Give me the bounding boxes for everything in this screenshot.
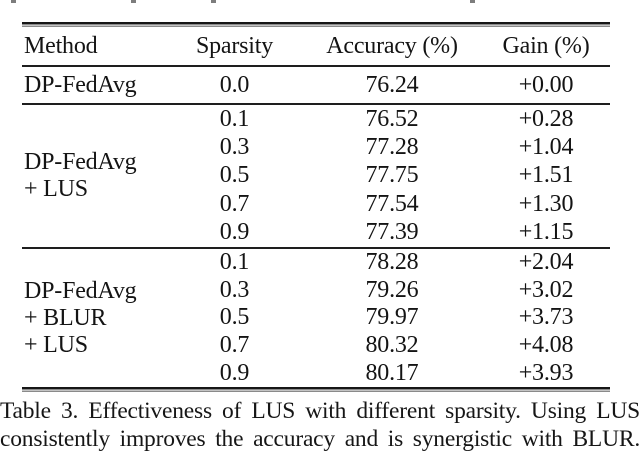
sparsity-value: 0.7 <box>219 190 250 217</box>
table-section-lus: DP-FedAvg + LUS 0.1 76.52 +0.28 0.3 77.2… <box>22 105 610 247</box>
accuracy-value: 76.24 <box>365 71 419 98</box>
scan-artifact <box>211 0 216 3</box>
scan-artifact <box>131 0 136 3</box>
scan-artifact <box>11 0 16 3</box>
method-label-line: + LUS <box>24 175 88 202</box>
table-top-rule <box>22 22 610 27</box>
table-header-row: Method Sparsity Accuracy (%) Gain (%) <box>22 27 610 65</box>
accuracy-value: 77.54 <box>365 190 419 217</box>
scan-artifact <box>470 0 475 3</box>
gain-value: +1.15 <box>518 219 574 246</box>
method-label-line: DP-FedAvg <box>24 71 137 98</box>
table-rule <box>22 103 610 105</box>
sparsity-value: 0.0 <box>219 71 250 98</box>
method-label-line: + BLUR <box>24 304 107 331</box>
accuracy-value: 77.39 <box>365 219 419 246</box>
gain-value: +1.04 <box>518 134 574 161</box>
sparsity-value: 0.3 <box>219 134 250 161</box>
table-section-blur-lus: DP-FedAvg + BLUR + LUS 0.1 78.28 +2.04 0… <box>22 249 610 387</box>
method-label-line: + LUS <box>24 331 88 358</box>
header-cell-gain: Gain (%) <box>502 32 590 59</box>
caption-line-2: consistently improves the accuracy and i… <box>0 426 640 452</box>
gain-value: +0.28 <box>518 105 574 132</box>
results-table: Method Sparsity Accuracy (%) Gain (%) DP… <box>22 22 610 392</box>
sparsity-value: 0.1 <box>219 105 250 132</box>
header-cell-sparsity: Sparsity <box>195 32 274 59</box>
header-cell-method: Method <box>24 32 98 59</box>
sparsity-value: 0.1 <box>219 249 250 276</box>
gain-value: +3.02 <box>518 276 574 303</box>
sparsity-value: 0.9 <box>219 219 250 246</box>
accuracy-value: 79.26 <box>365 276 419 303</box>
gain-value: +3.93 <box>518 359 574 386</box>
method-label: DP-FedAvg <box>22 67 177 103</box>
sparsity-value: 0.7 <box>219 332 250 359</box>
header-cell-accuracy: Accuracy (%) <box>326 32 458 59</box>
method-label-line: DP-FedAvg <box>24 277 137 304</box>
sparsity-value: 0.3 <box>219 276 250 303</box>
accuracy-value: 80.32 <box>365 332 419 359</box>
gain-value: +1.30 <box>518 190 574 217</box>
method-label: DP-FedAvg + LUS <box>22 105 177 247</box>
gain-value: +4.08 <box>518 332 574 359</box>
accuracy-value: 76.52 <box>365 105 419 132</box>
caption-line-1: Table 3. Effectiveness of LUS with diffe… <box>0 398 640 424</box>
sparsity-value: 0.9 <box>219 359 250 386</box>
sparsity-value: 0.5 <box>219 304 250 331</box>
method-label-line: DP-FedAvg <box>24 148 137 175</box>
table-bottom-rule <box>22 387 610 392</box>
gain-value: +0.00 <box>518 71 574 98</box>
table-rule <box>22 65 610 67</box>
gain-value: +2.04 <box>518 249 574 276</box>
accuracy-value: 80.17 <box>365 359 419 386</box>
gain-value: +1.51 <box>518 162 574 189</box>
accuracy-value: 77.75 <box>365 162 419 189</box>
accuracy-value: 77.28 <box>365 134 419 161</box>
gain-value: +3.73 <box>518 304 574 331</box>
table-rule <box>22 247 610 249</box>
table-section-baseline: DP-FedAvg 0.0 76.24 +0.00 <box>22 67 610 103</box>
method-label: DP-FedAvg + BLUR + LUS <box>22 249 177 387</box>
sparsity-value: 0.5 <box>219 162 250 189</box>
accuracy-value: 79.97 <box>365 304 419 331</box>
accuracy-value: 78.28 <box>365 249 419 276</box>
table-caption: Table 3. Effectiveness of LUS with diffe… <box>0 397 640 453</box>
